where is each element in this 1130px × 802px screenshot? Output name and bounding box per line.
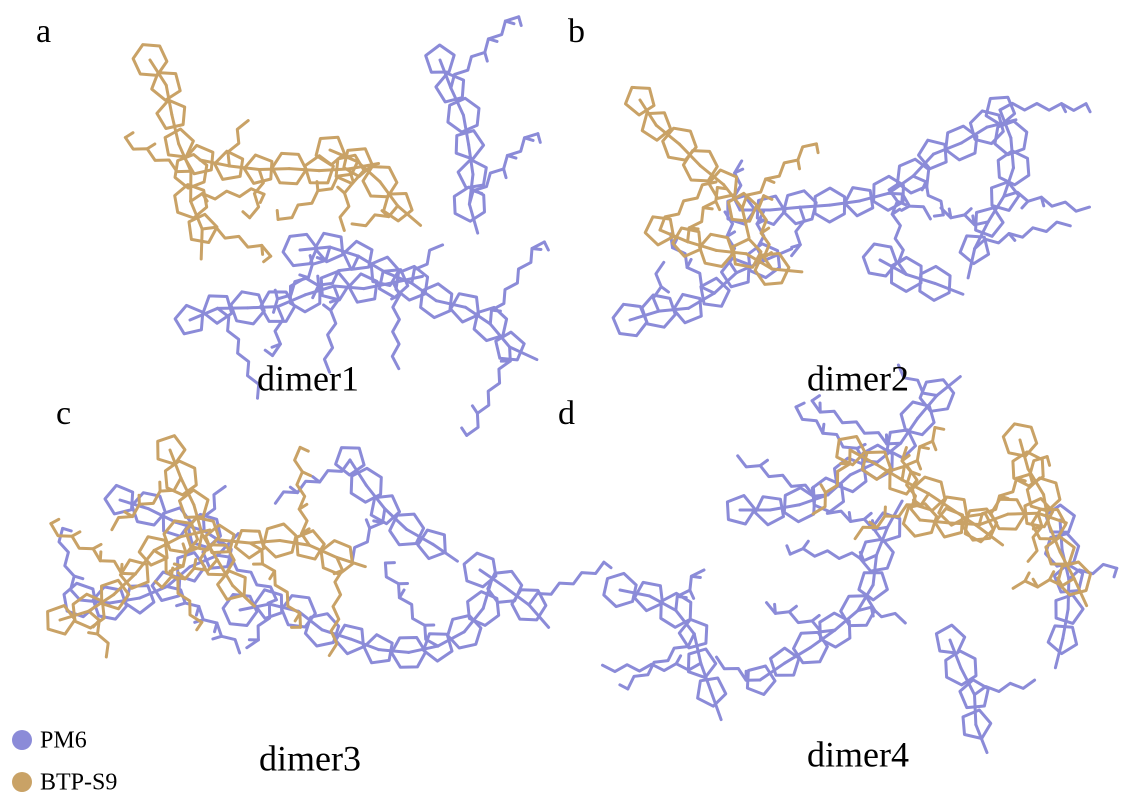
bond [858, 607, 906, 623]
legend-swatch [12, 772, 32, 792]
bond [273, 307, 284, 356]
bond [716, 250, 746, 253]
bond [1063, 609, 1068, 639]
bond [201, 229, 202, 259]
bond [742, 144, 816, 208]
bond [114, 574, 136, 595]
bond [352, 206, 398, 226]
bond [59, 528, 80, 600]
panel-label: b [568, 13, 585, 50]
bond [228, 121, 248, 166]
bond [913, 154, 933, 176]
bond [125, 138, 190, 172]
bond [451, 17, 519, 88]
bond [1069, 564, 1117, 579]
bond [398, 206, 421, 225]
legend-label: PM6 [40, 728, 87, 754]
legend-swatch [12, 730, 32, 750]
panel-caption: dimer2 [807, 358, 909, 398]
molecule-drawings [48, 17, 1117, 753]
figure: a b c d dimer1 dimer2 dimer3 dimer4 PM6 … [0, 0, 1130, 802]
panel-label: c [56, 395, 71, 432]
bond [974, 695, 975, 725]
bond [653, 262, 664, 311]
bond [1008, 513, 1038, 514]
bond [529, 562, 604, 605]
bond [202, 227, 271, 256]
panel-label: a [36, 13, 51, 50]
panel-label: d [558, 395, 575, 432]
bond [352, 509, 385, 562]
panel-caption: dimer3 [259, 738, 361, 778]
bond [975, 680, 1035, 695]
panel-caption: dimer4 [807, 734, 909, 774]
bond [767, 603, 835, 632]
legend-label: BTP-S9 [40, 770, 117, 796]
bond [1013, 578, 1074, 588]
bond [792, 207, 805, 256]
panel-caption: dimer1 [257, 358, 359, 398]
bond [694, 634, 701, 663]
bond [289, 169, 319, 171]
